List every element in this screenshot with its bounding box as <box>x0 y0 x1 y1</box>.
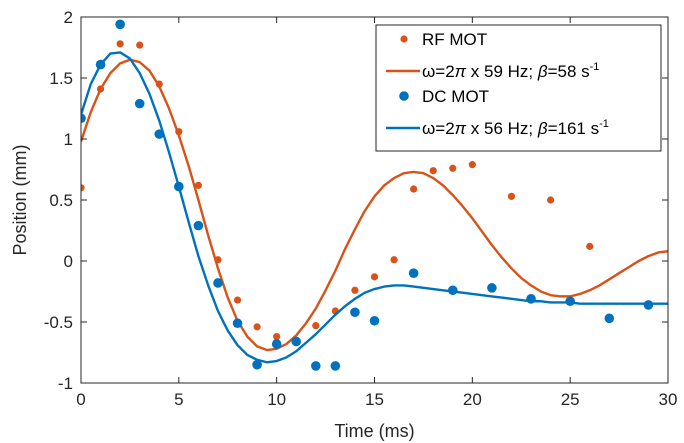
data-point <box>134 98 145 109</box>
data-point <box>311 361 321 371</box>
plot-area <box>81 19 668 371</box>
y-tick-label: 0.5 <box>49 191 73 210</box>
data-point <box>507 192 516 200</box>
data-point <box>369 315 380 326</box>
data-point <box>487 283 497 293</box>
legend-entry: ω=2π x 59 Hz; β=58 s-1 <box>386 61 599 81</box>
data-point <box>565 296 575 307</box>
data-point <box>370 273 379 281</box>
data-point <box>252 359 262 370</box>
axes: 0 5 10 15 20 25 30 -1 -0.5 0 0.5 1 1.5 2 <box>44 8 678 409</box>
y-tick-label: 2 <box>64 8 73 27</box>
legend-label: DC MOT <box>422 87 489 106</box>
fit-line-rf-mot <box>81 58 668 352</box>
data-point <box>468 161 476 169</box>
y-tick-label: 1.5 <box>49 69 73 88</box>
legend-marker <box>400 35 408 43</box>
legend-label: ω=2π x 56 Hz; β=161 s-1 <box>422 118 609 138</box>
data-point <box>330 361 341 371</box>
legend: RF MOT ω=2π x 59 Hz; β=58 s-1 DC MOT ω=2π x… <box>375 24 662 152</box>
data-point <box>115 19 125 30</box>
data-point <box>643 300 654 310</box>
legend-entry: RF MOT <box>400 30 487 49</box>
data-point <box>213 278 223 288</box>
x-tick-label: 20 <box>463 390 482 409</box>
data-point <box>547 196 555 204</box>
legend-label: RF MOT <box>422 30 487 49</box>
data-layer <box>81 19 668 371</box>
x-axis-label: Time (ms) <box>334 421 414 441</box>
legend-entry: ω=2π x 56 Hz; β=161 s-1 <box>386 118 609 138</box>
fit-line-dc-mot <box>81 51 668 364</box>
data-point <box>136 41 144 49</box>
x-tick-label: 5 <box>174 390 183 409</box>
data-point <box>312 322 320 330</box>
data-point <box>351 286 359 294</box>
legend-label: ω=2π x 59 Hz; β=58 s-1 <box>422 61 599 81</box>
data-point <box>604 313 615 324</box>
data-point <box>233 296 242 304</box>
data-point <box>291 336 302 347</box>
x-tick-label: 15 <box>365 390 384 409</box>
x-tick-label: 10 <box>267 390 286 409</box>
data-point <box>449 164 457 172</box>
data-point <box>81 184 85 192</box>
y-tick-label: -0.5 <box>44 313 73 332</box>
legend-entry: DC MOT <box>399 87 489 106</box>
data-point <box>194 181 202 189</box>
y-tick-label: -1 <box>58 374 73 393</box>
y-tick-label: 1 <box>64 130 73 149</box>
data-point <box>232 318 243 329</box>
y-axis-label: Position (mm) <box>10 144 30 255</box>
data-point <box>81 113 86 124</box>
data-point <box>410 185 418 193</box>
data-point <box>350 307 360 318</box>
data-point <box>408 268 419 279</box>
y-tick-label: 0 <box>64 252 73 271</box>
data-point <box>116 40 124 48</box>
data-point <box>193 220 204 231</box>
x-tick-label: 0 <box>76 390 85 409</box>
data-point <box>273 333 281 341</box>
data-point <box>253 323 261 331</box>
legend-marker <box>399 91 409 101</box>
x-tick-label: 25 <box>561 390 580 409</box>
legend-box <box>375 24 662 152</box>
data-point <box>429 167 437 175</box>
x-tick-label: 30 <box>659 390 678 409</box>
data-point <box>390 256 398 264</box>
data-point <box>271 339 282 349</box>
data-point <box>586 242 594 250</box>
